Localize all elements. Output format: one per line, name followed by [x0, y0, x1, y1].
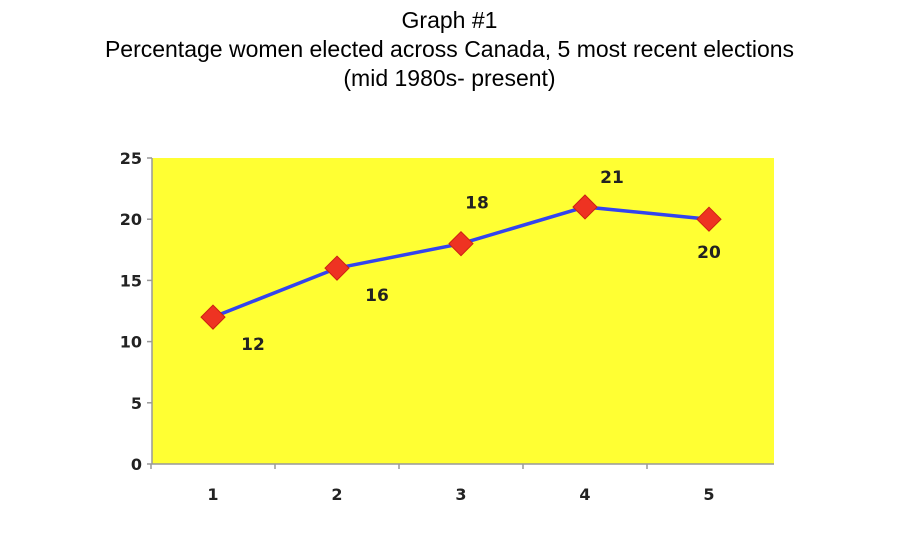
- data-labels: 12 16 18 21 20: [241, 168, 721, 355]
- data-point-marker: [448, 230, 474, 257]
- data-label: 12: [241, 335, 265, 355]
- data-point-marker: [572, 194, 598, 220]
- chart-title-line-1: Graph #1: [401, 7, 498, 33]
- data-point-marker: [324, 255, 350, 281]
- chart-title: Graph #1 Percentage women elected across…: [0, 6, 899, 93]
- data-point-marker: [696, 206, 722, 232]
- y-tick-label: 15: [120, 271, 142, 290]
- data-label: 18: [465, 194, 489, 214]
- plot-area: [152, 158, 774, 464]
- data-label: 16: [365, 286, 389, 306]
- x-tick-label: 4: [579, 485, 590, 504]
- y-axis-ticks: 0 5 10 15 20 25: [120, 149, 152, 474]
- x-axis-ticks: 1 2 3 4 5: [150, 464, 715, 504]
- chart-title-line-3: (mid 1980s- present): [343, 65, 556, 91]
- x-tick-label: 5: [703, 485, 714, 504]
- y-tick-label: 20: [120, 210, 142, 229]
- y-tick-label: 10: [120, 333, 142, 352]
- y-tick-label: 25: [120, 149, 142, 168]
- x-tick-label: 2: [331, 485, 342, 504]
- chart-title-line-2: Percentage women elected across Canada, …: [104, 36, 795, 62]
- data-label: 21: [600, 168, 624, 188]
- data-markers: [200, 194, 722, 330]
- x-tick-label: 1: [207, 485, 218, 504]
- data-label: 20: [697, 243, 721, 263]
- x-tick-label: 3: [455, 485, 466, 504]
- y-tick-label: 5: [131, 394, 142, 413]
- data-point-marker: [200, 304, 226, 330]
- y-tick-label: 0: [131, 455, 142, 474]
